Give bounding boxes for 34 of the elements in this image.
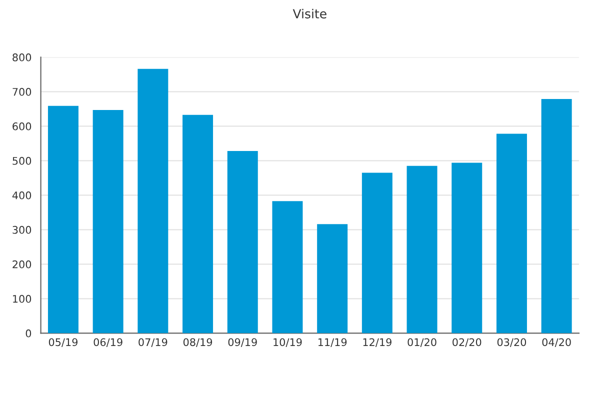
bar <box>362 172 392 334</box>
x-tick-label: 05/19 <box>48 338 78 347</box>
x-tick-label: 10/19 <box>274 338 302 347</box>
bar <box>138 68 168 334</box>
y-tick-label: 200 <box>12 260 32 268</box>
x-tick-label: 06/19 <box>94 338 122 347</box>
x-tick-label: 03/20 <box>497 338 526 347</box>
bar <box>406 166 438 334</box>
chart-title: Visite <box>292 8 326 18</box>
x-tick-label: 08/19 <box>183 338 212 347</box>
bar <box>541 98 572 334</box>
bar <box>272 201 303 334</box>
x-tick-label: 01/20 <box>408 338 436 347</box>
bar <box>92 110 124 334</box>
x-tick-label: 11/19 <box>318 338 347 347</box>
x-tick-label: 09/19 <box>228 338 257 347</box>
bar <box>182 114 214 334</box>
x-tick-label: 04/20 <box>542 338 571 347</box>
x-tick-label: 02/20 <box>452 338 482 347</box>
y-tick-label: 0 <box>26 329 32 338</box>
bar <box>452 162 482 334</box>
bar <box>48 106 78 334</box>
x-tick-label: 12/19 <box>363 338 392 347</box>
y-tick-label: 600 <box>12 122 32 130</box>
bar <box>496 134 527 334</box>
y-tick-label: 700 <box>12 88 32 96</box>
bar <box>227 151 258 334</box>
x-tick-label: 07/19 <box>138 338 168 347</box>
y-tick-label: 400 <box>12 191 32 200</box>
y-tick-label: 300 <box>12 226 32 234</box>
y-tick-label: 800 <box>12 53 32 62</box>
y-tick-label: 500 <box>12 156 32 165</box>
y-tick-label: 100 <box>13 294 32 303</box>
bar <box>317 224 348 334</box>
